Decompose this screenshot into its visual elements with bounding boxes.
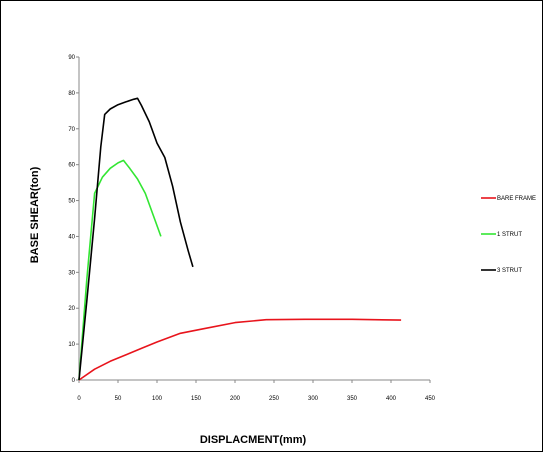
series-line-3 xyxy=(78,97,194,381)
y-tick-label: 20 xyxy=(68,306,75,312)
x-tick-label: 50 xyxy=(115,396,122,402)
legend-label-1: BARE FRAME xyxy=(497,196,536,202)
series-line-2 xyxy=(78,159,162,381)
series-lines xyxy=(78,97,402,381)
y-axis-title: BASE SHEAR(ton) xyxy=(29,166,41,263)
x-axis-title: DISPLACMENT(mm) xyxy=(200,434,307,446)
y-tick-label: 80 xyxy=(68,91,75,97)
y-tick-label: 10 xyxy=(68,342,75,348)
series-line-1 xyxy=(78,318,402,381)
x-tick-label: 450 xyxy=(425,396,436,402)
x-tick-label: 0 xyxy=(77,396,81,402)
y-tick-label: 90 xyxy=(68,55,75,61)
x-tick-label: 400 xyxy=(386,396,397,402)
legend-label-2: 1 STRUT xyxy=(497,232,522,238)
x-tick-label: 200 xyxy=(230,396,241,402)
x-tick-label: 100 xyxy=(152,396,163,402)
x-tick-label: 150 xyxy=(191,396,202,402)
axes: 0 50 100 150 200 250 300 350 400 450 0 10 20 30 40 50 60… xyxy=(68,55,435,402)
y-tick-label: 60 xyxy=(68,163,75,169)
y-tick-label: 50 xyxy=(68,199,75,205)
legend: BARE FRAME 1 STRUT 3 STRUT xyxy=(481,196,536,274)
y-tick-label: 70 xyxy=(68,127,75,133)
x-tick-label: 250 xyxy=(269,396,280,402)
x-tick-label: 300 xyxy=(308,396,319,402)
y-tick-label: 30 xyxy=(68,270,75,276)
y-tick-label: 40 xyxy=(68,234,75,240)
legend-label-3: 3 STRUT xyxy=(497,268,522,274)
x-tick-label: 350 xyxy=(347,396,358,402)
y-tick-label: 0 xyxy=(72,378,76,384)
